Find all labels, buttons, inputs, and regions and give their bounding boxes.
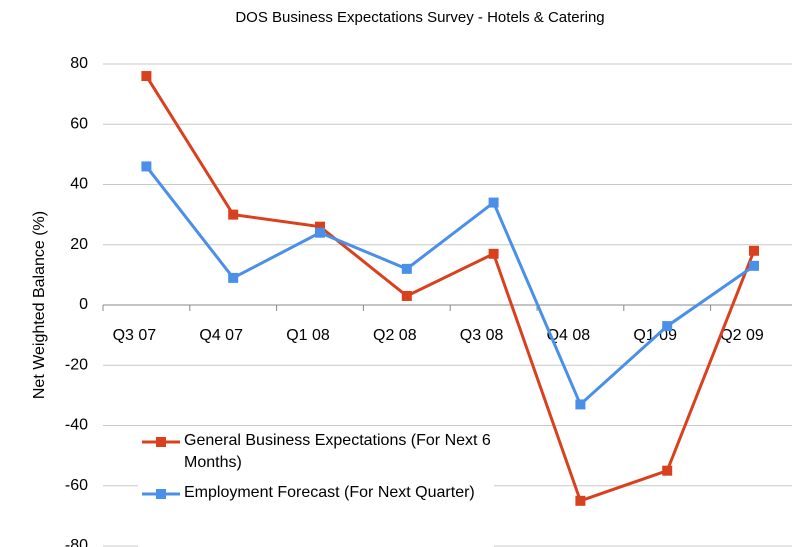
legend-marker	[156, 489, 166, 499]
x-tick-label: Q3 08	[460, 327, 504, 344]
point-marker	[141, 161, 152, 172]
legend-label-box: Employment Forecast (For Next Quarter)	[184, 484, 475, 501]
legend-label: Employment Forecast (For Next Quarter)	[184, 484, 475, 501]
y-tick-label: 0	[79, 296, 88, 313]
legend-label: General Business Expectations (For Next …	[184, 432, 491, 471]
point-marker	[228, 272, 239, 283]
point-marker	[749, 245, 759, 256]
y-tick-label: 40	[70, 176, 88, 193]
point-marker	[228, 209, 239, 220]
point-marker	[401, 263, 412, 274]
legend-box	[138, 428, 494, 547]
point-marker	[315, 221, 325, 232]
y-tick-label: -60	[65, 477, 88, 494]
x-tick-label: Q1 08	[286, 327, 330, 344]
y-tick-label: -20	[65, 356, 88, 373]
series-line	[145, 165, 755, 407]
legend: General Business Expectations (For Next …	[138, 428, 494, 547]
legend-marker	[156, 437, 166, 447]
y-tick-label: 20	[70, 236, 88, 253]
y-tick-label: 80	[70, 55, 88, 72]
point-marker	[575, 399, 586, 410]
point-marker	[662, 321, 673, 332]
point-marker	[401, 290, 412, 301]
chart-title: DOS Business Expectations Survey - Hotel…	[235, 9, 604, 26]
series-line	[145, 75, 756, 503]
x-tick-label: Q4 07	[199, 327, 243, 344]
legend-label-box: General Business Expectations (For Next …	[184, 432, 491, 471]
x-tick-label: Q3 07	[113, 327, 157, 344]
point-marker	[575, 495, 586, 506]
point-marker	[488, 197, 499, 208]
y-tick-label: -80	[65, 537, 88, 547]
y-axis-label: Net Weighted Balance (%)	[31, 211, 48, 399]
y-tick-label: -40	[65, 417, 88, 434]
y-tick-label: 60	[70, 115, 88, 132]
point-marker	[488, 248, 499, 259]
x-tick-label: Q2 09	[720, 327, 764, 344]
point-marker	[662, 465, 673, 476]
point-marker	[141, 71, 152, 82]
x-tick-label: Q4 08	[547, 327, 591, 344]
point-marker	[315, 227, 325, 238]
x-tick-label: Q2 08	[373, 327, 417, 344]
point-marker	[749, 260, 759, 271]
